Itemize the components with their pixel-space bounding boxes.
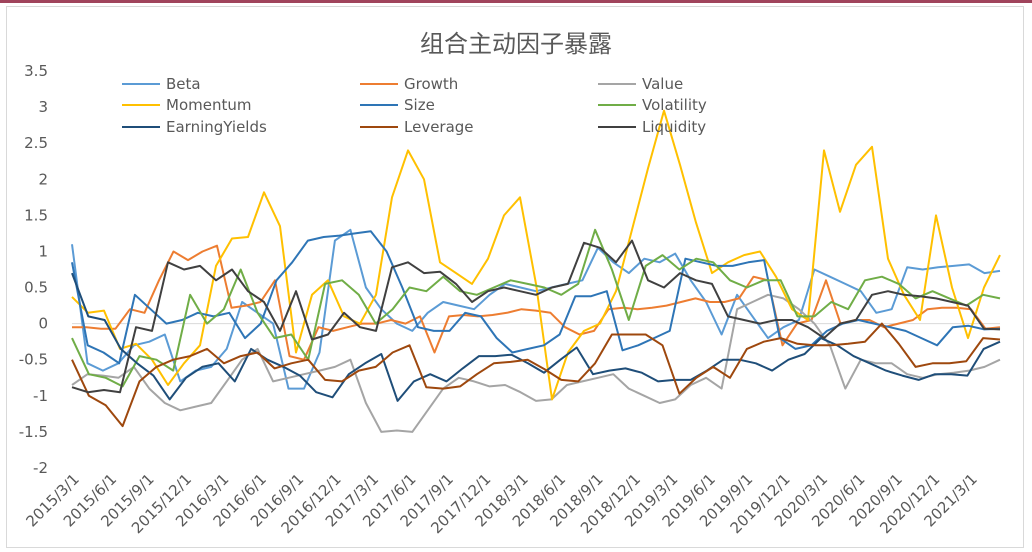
y-tick-label: -1.5 xyxy=(19,423,48,441)
y-tick-label: 2.5 xyxy=(24,134,48,152)
legend-label-size: Size xyxy=(404,96,435,114)
y-tick-label: 1 xyxy=(38,242,48,260)
series-line-earningyields xyxy=(71,272,1001,402)
y-tick-label: 2 xyxy=(38,170,48,188)
y-tick-label: 0.5 xyxy=(24,279,48,297)
series-lines xyxy=(71,109,1001,433)
chart-frame xyxy=(6,6,1024,548)
legend-label-leverage: Leverage xyxy=(404,118,474,136)
top-accent-line xyxy=(0,0,1032,3)
legend-label-liquidity: Liquidity xyxy=(642,118,706,136)
series-line-leverage xyxy=(71,322,1001,428)
y-tick-label: 0 xyxy=(38,315,48,333)
series-line-beta xyxy=(71,228,1001,390)
y-tick-label: -1 xyxy=(33,387,48,405)
series-line-size xyxy=(71,230,1001,365)
series-line-liquidity xyxy=(71,239,1001,394)
legend: Beta Growth Value Momentum Size Volatility Ear… xyxy=(122,75,707,136)
y-tick-label: 3.5 xyxy=(24,62,48,80)
legend-label-momentum: Momentum xyxy=(166,96,251,114)
legend-label-earningyields: EarningYields xyxy=(166,118,267,136)
y-tick-label: -2 xyxy=(33,459,48,477)
series-line-value xyxy=(71,293,1001,433)
y-axis-ticks: 3.5 3 2.5 2 1.5 1 0.5 0 -0.5 -1 -1.5 -2 xyxy=(19,62,48,477)
series-line-momentum xyxy=(71,109,1001,401)
legend-label-value: Value xyxy=(642,75,683,93)
legend-label-growth: Growth xyxy=(404,75,458,93)
x-axis-ticks: 2015/3/12015/6/12015/9/12015/12/12016/3/… xyxy=(22,470,980,537)
y-tick-label: 3 xyxy=(38,98,48,116)
legend-label-beta: Beta xyxy=(166,75,201,93)
legend-label-volatility: Volatility xyxy=(642,96,707,114)
chart-title: 组合主动因子暴露 xyxy=(420,30,612,58)
y-tick-label: 1.5 xyxy=(24,206,48,224)
series-line-volatility xyxy=(71,228,1001,388)
y-tick-label: -0.5 xyxy=(19,351,48,369)
